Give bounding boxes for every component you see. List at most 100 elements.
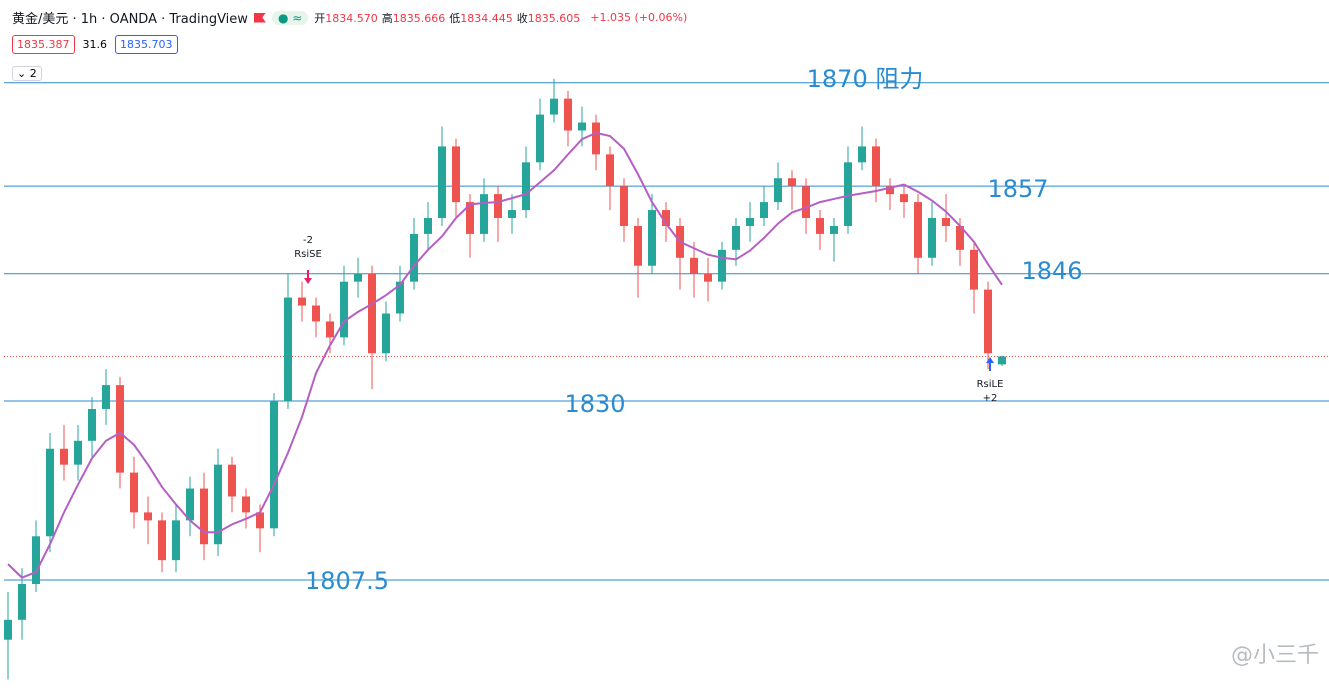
ask[interactable]: 1835.703 — [115, 35, 178, 54]
candle-body — [466, 202, 474, 234]
candle-body — [914, 202, 922, 258]
candle-body — [46, 448, 54, 537]
candle-body — [270, 401, 278, 529]
signal-label: +2 — [983, 393, 998, 404]
candle-body — [200, 488, 208, 545]
candle-body — [158, 520, 166, 561]
candle-body — [256, 512, 264, 529]
candle-body — [578, 122, 586, 131]
candle-body — [298, 297, 306, 306]
candle-body — [172, 520, 180, 561]
quote-row: 1835.387 31.6 1835.703 — [12, 35, 178, 54]
signal-arrow — [304, 270, 312, 284]
candle-body — [634, 225, 642, 266]
candle-body — [242, 496, 250, 513]
ohlc-value: 1834.445 — [460, 11, 513, 25]
watermark: @小三千 — [1230, 643, 1319, 668]
candle-body — [956, 225, 964, 250]
candle-body — [228, 464, 236, 497]
candle-body — [760, 202, 768, 219]
legend-header: 黄金/美元 · 1h · OANDA · TradingView ● ≈ 开18… — [12, 8, 691, 27]
ohlc-label: 收 — [516, 11, 528, 25]
ohlc: 开1834.570 高1835.666 低1834.445 收1835.605 — [314, 10, 584, 26]
level-label: 1870 阻力 — [807, 65, 924, 93]
candle-body — [88, 408, 96, 441]
candle-body — [802, 186, 810, 219]
flag-icon[interactable] — [253, 12, 266, 23]
status-pill[interactable]: ● ≈ — [271, 10, 309, 25]
candle-body — [284, 297, 292, 402]
ohlc-value: 1834.570 — [325, 11, 378, 25]
candle-body — [382, 313, 390, 354]
candle-body — [396, 281, 404, 314]
candle-body — [186, 488, 194, 521]
signal-label: RsiSE — [294, 249, 322, 260]
candle-body — [746, 218, 754, 226]
bid[interactable]: 1835.387 — [12, 35, 75, 54]
candle-body — [340, 281, 348, 338]
candle-body — [592, 122, 600, 155]
candle-body — [648, 210, 656, 266]
candle-body — [74, 440, 82, 465]
candle-body — [872, 146, 880, 187]
ohlc-label: 低 — [449, 11, 461, 25]
ohlc-value: 1835.666 — [392, 11, 446, 25]
candle-body — [60, 448, 68, 465]
candle-body — [942, 218, 950, 226]
signal-label: -2 — [303, 235, 313, 246]
candle-body — [410, 233, 418, 282]
candle-body — [508, 210, 516, 219]
candle-body — [998, 356, 1006, 365]
candle-body — [480, 194, 488, 234]
symbol[interactable]: 黄金/美元 · 1h · OANDA · TradingView — [12, 12, 248, 27]
candle-body — [18, 584, 26, 620]
candle-body — [928, 218, 936, 258]
collapse-button[interactable]: ⌄ 2 — [12, 66, 42, 81]
candle-body — [662, 210, 670, 226]
candle-body — [550, 98, 558, 115]
level-label: 1846 — [1021, 257, 1082, 285]
candle-body — [830, 225, 838, 234]
candle-body — [704, 273, 712, 282]
candle-body — [312, 305, 320, 322]
candle-body — [858, 146, 866, 163]
candle-body — [984, 289, 992, 354]
candle-body — [130, 472, 138, 513]
candle-body — [900, 194, 908, 203]
candle-body — [522, 162, 530, 211]
candle-body — [620, 186, 628, 226]
candle-body — [564, 98, 572, 131]
candle-body — [886, 186, 894, 195]
candle-body — [368, 273, 376, 354]
candle-body — [116, 385, 124, 473]
candle-body — [4, 619, 12, 640]
ohlc-label: 开 — [314, 11, 326, 25]
candle-body — [494, 194, 502, 219]
spread: 31.6 — [82, 38, 108, 51]
candle-body — [690, 257, 698, 274]
signal-label: RsiLE — [977, 379, 1004, 390]
candle-body — [844, 162, 852, 226]
candle-body — [606, 154, 614, 187]
candle-body — [214, 464, 222, 545]
signal-arrow — [986, 357, 994, 371]
candle-body — [718, 249, 726, 282]
candle-body — [732, 225, 740, 250]
candle-body — [424, 218, 432, 234]
level-label: 1807.5 — [305, 567, 389, 595]
moving-average — [7, 131, 1003, 579]
candle-body — [970, 249, 978, 290]
candle-body — [438, 146, 446, 219]
candle-body — [536, 114, 544, 163]
level-label: 1857 — [987, 175, 1048, 203]
candle-body — [102, 385, 110, 409]
candle-body — [326, 321, 334, 338]
change: +1.035 (+0.06%) — [590, 11, 688, 24]
level-label: 1830 — [564, 390, 625, 418]
candle-body — [788, 178, 796, 187]
candle-body — [816, 218, 824, 234]
candle-body — [452, 146, 460, 203]
candle-body — [354, 273, 362, 282]
